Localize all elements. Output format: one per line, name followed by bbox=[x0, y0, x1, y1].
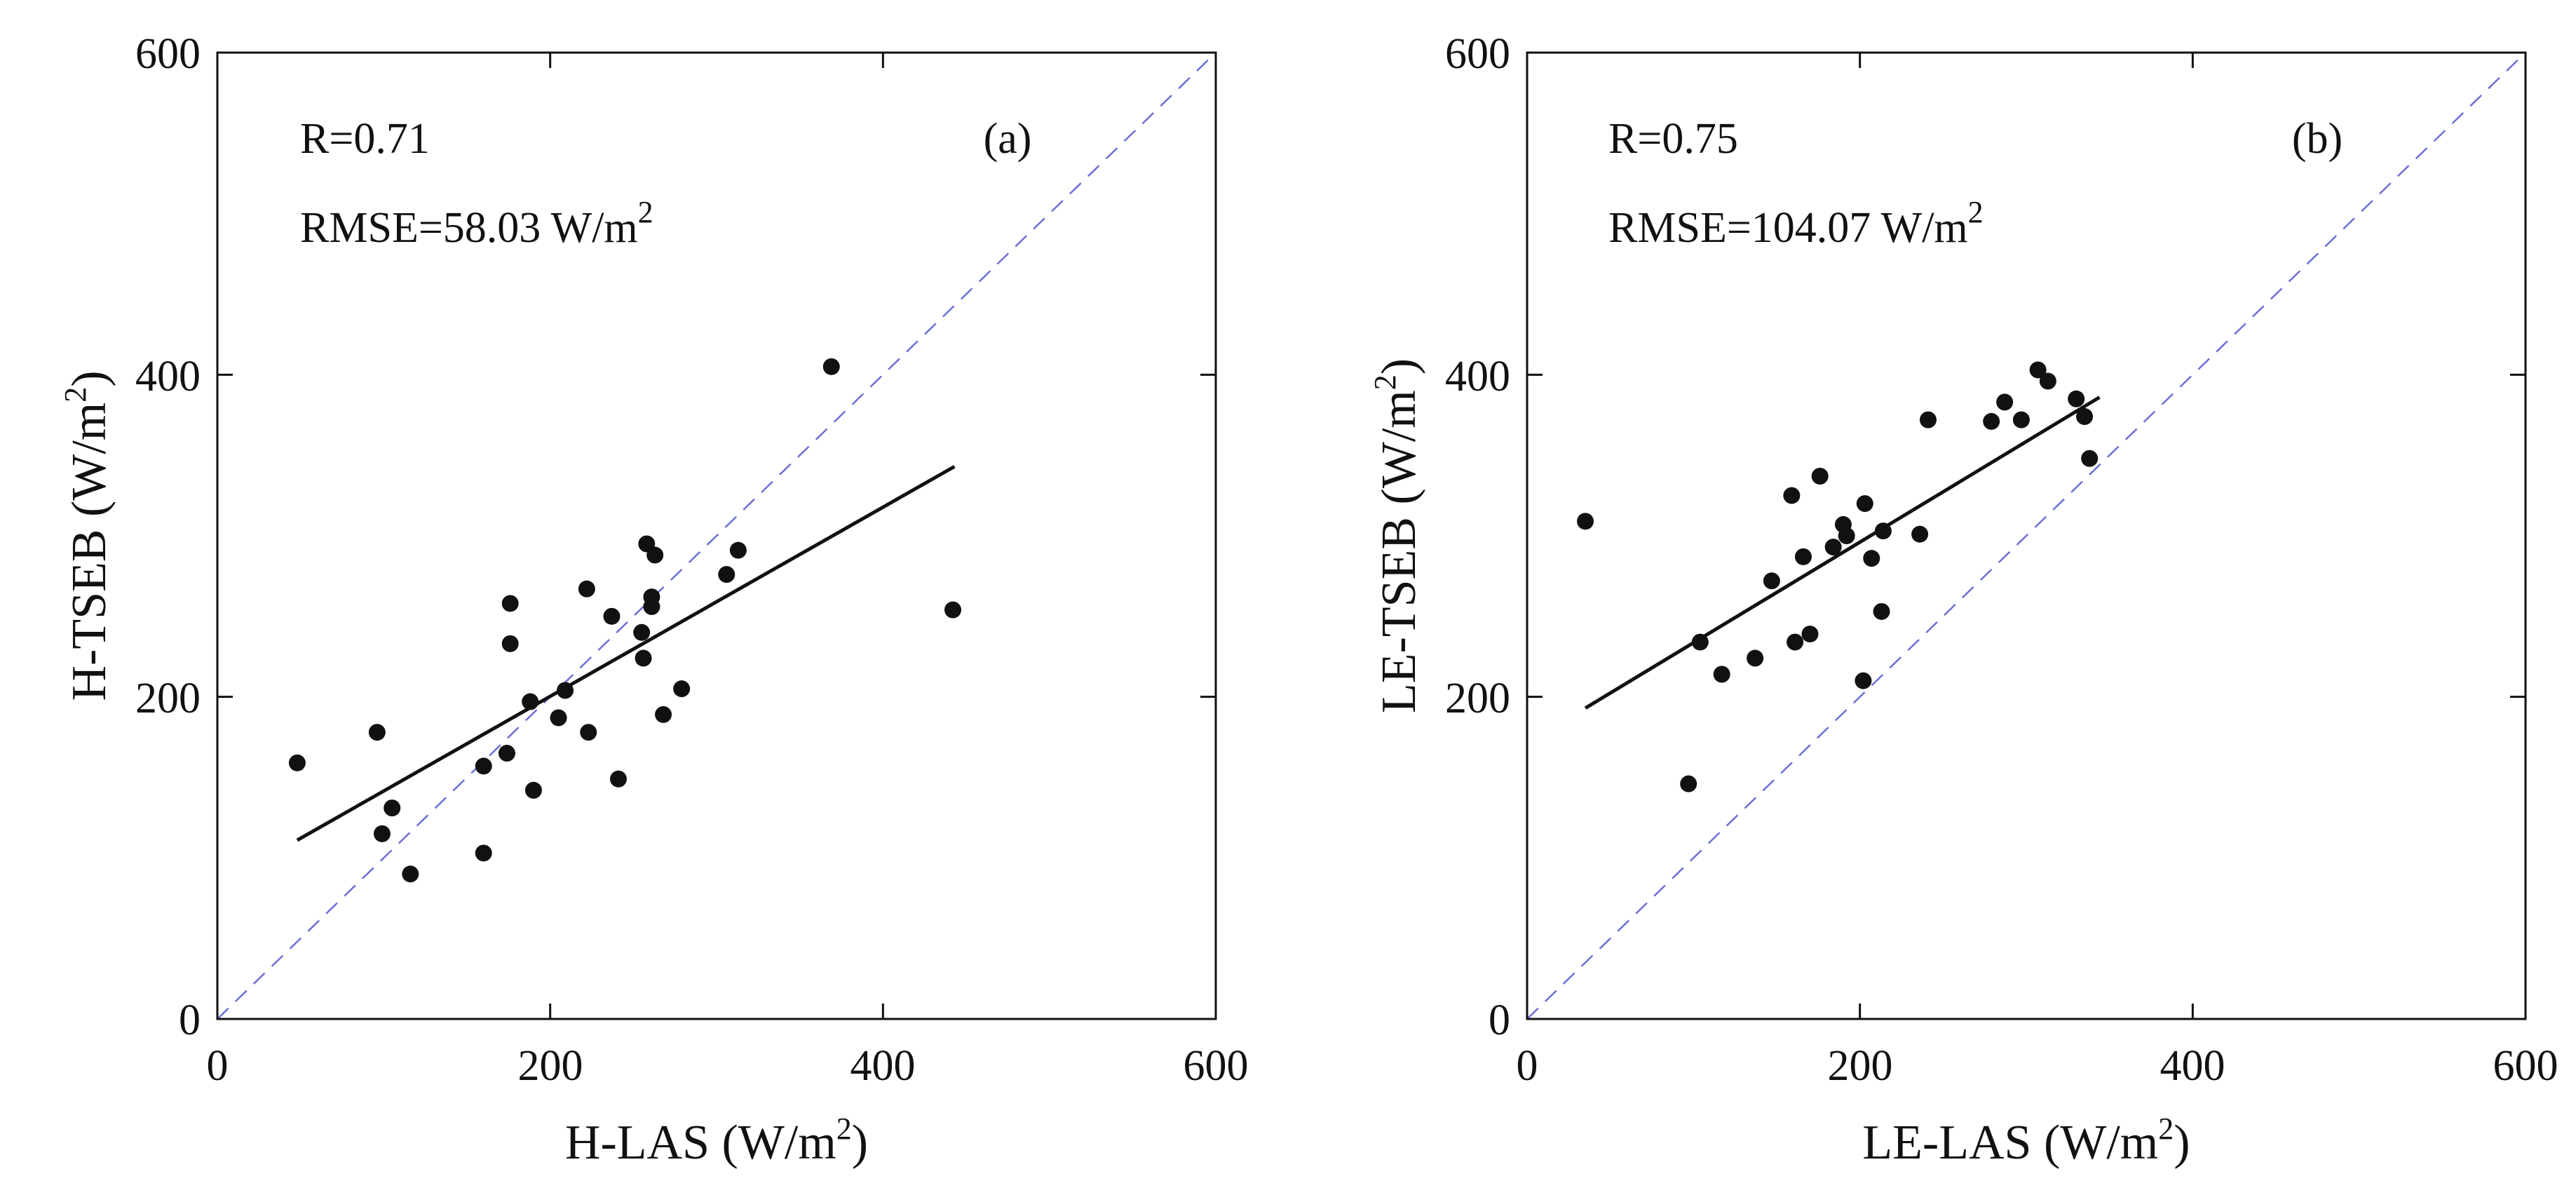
data-point-b-17 bbox=[1873, 602, 1890, 620]
data-point-a-24 bbox=[655, 705, 672, 723]
xtick-label-b-400: 400 bbox=[2160, 1042, 2225, 1090]
data-point-b-19 bbox=[1911, 525, 1929, 543]
data-point-a-23 bbox=[646, 546, 664, 564]
fit-line-b bbox=[1584, 396, 2101, 710]
data-point-a-25 bbox=[673, 680, 691, 698]
identity-line-b bbox=[1526, 52, 2526, 1020]
data-point-b-26 bbox=[2068, 390, 2085, 407]
xlabel-a: H-LAS (W/m2) bbox=[565, 1112, 868, 1170]
data-point-b-7 bbox=[1787, 633, 1804, 651]
panel-label-b: (b) bbox=[2292, 115, 2343, 163]
data-point-a-3 bbox=[384, 799, 401, 817]
annotation-rmse-b: RMSE=104.07 W/m2 bbox=[1608, 195, 1984, 252]
data-point-a-6 bbox=[475, 757, 492, 775]
ytick-label-a-400: 400 bbox=[135, 353, 201, 400]
data-point-b-11 bbox=[1824, 539, 1842, 556]
data-point-a-7 bbox=[498, 745, 515, 762]
data-point-b-23 bbox=[2012, 411, 2030, 428]
data-point-b-20 bbox=[1919, 411, 1937, 428]
data-point-a-8 bbox=[501, 635, 519, 652]
fit-line-a bbox=[296, 465, 956, 842]
data-point-b-25 bbox=[2039, 372, 2056, 390]
panel-label-a: (a) bbox=[984, 115, 1032, 163]
ytick-label-b-0: 0 bbox=[1489, 997, 1510, 1044]
xtick-label-b-600: 600 bbox=[2493, 1042, 2558, 1090]
data-point-a-2 bbox=[373, 825, 391, 842]
data-point-a-28 bbox=[822, 358, 840, 375]
data-point-a-9 bbox=[501, 595, 519, 612]
data-point-b-0 bbox=[1577, 513, 1594, 530]
ylabel-b: LE-TSEB (W/m2) bbox=[1368, 358, 1426, 713]
ytick-label-a-200: 200 bbox=[135, 675, 201, 722]
data-point-b-10 bbox=[1811, 468, 1829, 485]
data-point-a-18 bbox=[633, 623, 651, 641]
data-point-b-27 bbox=[2076, 408, 2094, 426]
data-point-a-14 bbox=[578, 580, 595, 597]
data-point-b-16 bbox=[1863, 550, 1880, 567]
xtick-label-a-200: 200 bbox=[518, 1042, 583, 1090]
data-point-a-4 bbox=[402, 865, 419, 883]
panel-b: 0 200 400 600 0 200 400 600 LE-LAS (W/m2… bbox=[1368, 30, 2558, 1170]
data-point-a-5 bbox=[475, 844, 492, 862]
data-point-a-19 bbox=[635, 649, 652, 667]
ytick-label-b-200: 200 bbox=[1445, 675, 1510, 722]
xlabel-b: LE-LAS (W/m2) bbox=[1862, 1112, 2190, 1170]
data-point-b-14 bbox=[1855, 672, 1872, 689]
data-point-a-17 bbox=[609, 770, 627, 788]
data-point-b-4 bbox=[1747, 649, 1764, 667]
data-point-b-18 bbox=[1874, 522, 1892, 540]
data-point-b-5 bbox=[1763, 572, 1780, 590]
data-point-b-15 bbox=[1856, 495, 1873, 513]
data-point-a-15 bbox=[580, 724, 597, 741]
plot-b-frame bbox=[1526, 51, 2527, 1020]
ytick-label-b-600: 600 bbox=[1445, 30, 1510, 78]
annotation-r-b: R=0.75 bbox=[1608, 115, 1738, 163]
plot-a-frame bbox=[216, 51, 1217, 1020]
data-point-b-6 bbox=[1783, 487, 1801, 504]
data-point-b-8 bbox=[1794, 548, 1812, 565]
data-point-b-21 bbox=[1983, 412, 2000, 430]
data-point-a-16 bbox=[603, 607, 621, 625]
xtick-label-b-0: 0 bbox=[1517, 1042, 1538, 1090]
data-point-b-1 bbox=[1680, 775, 1697, 792]
ylabel-a: H-TSEB (W/m2) bbox=[58, 370, 116, 701]
data-point-a-22 bbox=[643, 598, 660, 616]
panel-a: 0 200 400 600 0 200 400 600 H-LAS (W/m2)… bbox=[58, 30, 1249, 1170]
plot-a-marks bbox=[216, 51, 1217, 1020]
data-point-a-12 bbox=[550, 709, 567, 727]
ytick-label-b-400: 400 bbox=[1445, 353, 1510, 400]
xtick-label-a-0: 0 bbox=[207, 1042, 229, 1090]
data-point-b-24 bbox=[2029, 361, 2047, 379]
data-point-a-29 bbox=[944, 601, 962, 619]
data-point-a-1 bbox=[368, 724, 386, 741]
data-point-b-28 bbox=[2081, 450, 2099, 467]
data-point-b-2 bbox=[1691, 633, 1709, 651]
identity-line-a bbox=[217, 52, 1216, 1020]
annotation-rmse-a: RMSE=58.03 W/m2 bbox=[300, 195, 653, 252]
data-point-b-22 bbox=[1996, 393, 2014, 411]
plot-b-marks bbox=[1526, 51, 2527, 1020]
xtick-label-a-400: 400 bbox=[850, 1042, 916, 1090]
data-point-b-13 bbox=[1838, 527, 1855, 544]
xtick-label-b-200: 200 bbox=[1828, 1042, 1893, 1090]
ytick-label-a-600: 600 bbox=[135, 30, 201, 78]
annotation-r-a: R=0.71 bbox=[300, 115, 430, 163]
ytick-label-a-0: 0 bbox=[179, 997, 201, 1044]
data-point-a-27 bbox=[729, 541, 747, 559]
xtick-label-a-600: 600 bbox=[1184, 1042, 1249, 1090]
data-point-a-13 bbox=[557, 682, 574, 699]
data-point-b-3 bbox=[1713, 666, 1730, 683]
data-point-a-26 bbox=[718, 566, 735, 583]
data-point-a-10 bbox=[522, 693, 539, 710]
data-point-a-11 bbox=[524, 781, 542, 799]
data-point-b-9 bbox=[1801, 626, 1819, 643]
data-point-a-0 bbox=[288, 754, 306, 771]
